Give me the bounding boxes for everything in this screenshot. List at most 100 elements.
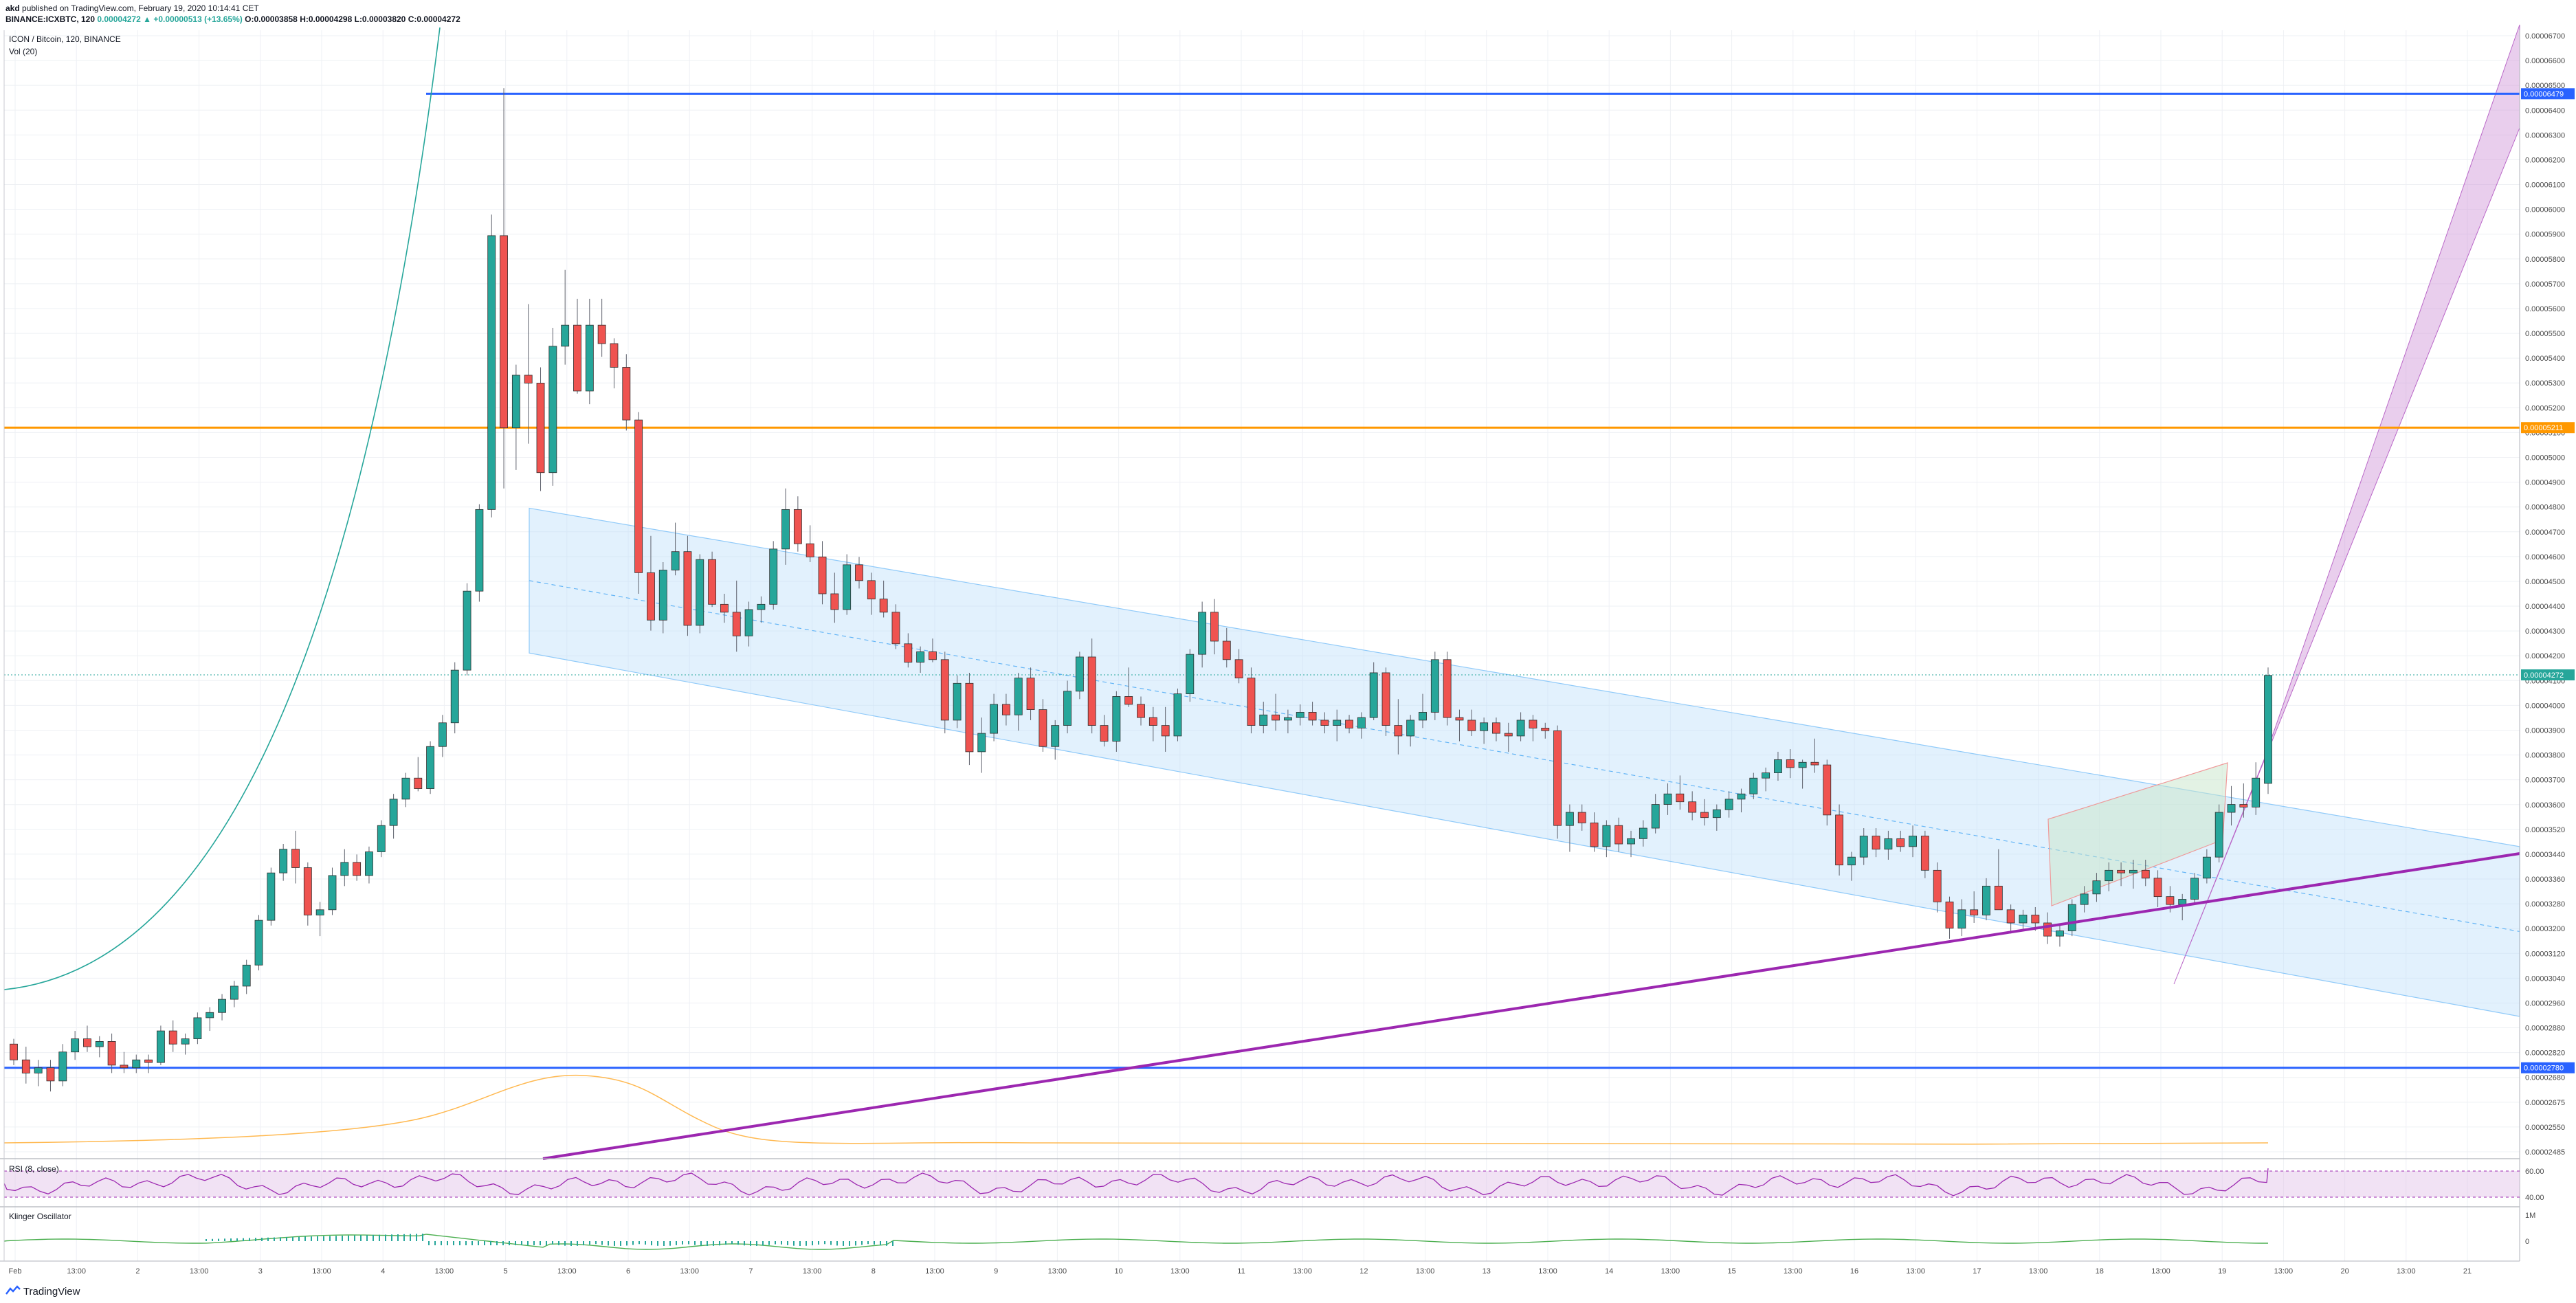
- klinger-pane[interactable]: 1M 0: [3, 1212, 2535, 1250]
- candle-bullish: [254, 920, 263, 966]
- candlestick-series[interactable]: [10, 88, 2272, 1092]
- candle-bearish: [647, 572, 655, 621]
- time-tick-label: 8: [871, 1267, 876, 1276]
- time-tick-label: 5: [504, 1267, 508, 1276]
- candle-bullish: [377, 825, 386, 852]
- price-change: ▲ +0.00000513 (+13.65%): [143, 14, 243, 24]
- price-tick-label: 0.00005900: [2525, 231, 2565, 239]
- candle-bullish: [1957, 909, 1966, 929]
- ohlc-line: BINANCE:ICXBTC, 120 0.00004272 ▲ +0.0000…: [5, 14, 460, 25]
- time-tick-label: 4: [381, 1267, 385, 1276]
- candle-bullish: [365, 851, 373, 876]
- candle-bullish: [267, 872, 276, 921]
- candle-bearish: [2166, 896, 2175, 905]
- symbol-info: BINANCE:ICXBTC, 120: [5, 14, 96, 24]
- price-tick-label: 0.00003900: [2525, 726, 2565, 735]
- candle-bearish: [2239, 804, 2248, 808]
- time-tick-label: 13:00: [1906, 1267, 1925, 1276]
- candle-bearish: [1087, 656, 1096, 726]
- time-tick-label: 13:00: [925, 1267, 944, 1276]
- volume-legend[interactable]: Vol (20): [9, 47, 38, 56]
- candle-bearish: [144, 1059, 153, 1063]
- rsi-legend[interactable]: RSI (8, close): [9, 1164, 59, 1174]
- time-tick-label: 13:00: [2397, 1267, 2416, 1276]
- price-tick-label: 0.00005800: [2525, 256, 2565, 264]
- candle-bullish: [1075, 656, 1084, 692]
- candle-bearish: [1529, 720, 1537, 728]
- candle-bearish: [291, 849, 300, 868]
- tradingview-footer[interactable]: TradingView: [5, 1285, 80, 1298]
- candle-bearish: [879, 599, 888, 613]
- publisher-name[interactable]: akd: [5, 3, 20, 13]
- candle-bullish: [450, 669, 459, 724]
- candle-bearish: [168, 1030, 177, 1045]
- time-tick-label: 13:00: [190, 1267, 209, 1276]
- klinger-legend[interactable]: Klinger Oscillator: [9, 1212, 71, 1221]
- candle-bearish: [1676, 793, 1685, 803]
- candle-bearish: [1945, 901, 1954, 929]
- time-tick-label: 12: [1359, 1267, 1368, 1276]
- time-tick-label: 13:00: [2029, 1267, 2048, 1276]
- klinger-tick-label: 0: [2525, 1238, 2529, 1246]
- candle-bullish: [2056, 931, 2064, 937]
- price-tick-label: 0.00004200: [2525, 652, 2565, 660]
- candle-bullish: [1982, 885, 1990, 915]
- price-tick-label: 0.00003520: [2525, 826, 2565, 834]
- pane-borders: [0, 30, 2520, 1261]
- candle-bullish: [2105, 869, 2113, 882]
- candle-bearish: [940, 659, 949, 721]
- candle-bearish: [1100, 725, 1109, 742]
- candle-bullish: [781, 509, 790, 550]
- candle-bullish: [916, 651, 925, 663]
- grid-lines: [4, 30, 2520, 1261]
- candle-bearish: [414, 777, 423, 789]
- candle-bullish: [426, 746, 435, 789]
- price-tick-label: 0.00005000: [2525, 454, 2565, 463]
- time-tick-label: 19: [2218, 1267, 2226, 1276]
- candle-bearish: [1161, 725, 1170, 737]
- price-axis[interactable]: 0.00006700 0.00006600 0.00006500 0.00006400…: [2519, 30, 2575, 1261]
- candle-bullish: [242, 964, 251, 987]
- candle-bearish: [500, 235, 508, 428]
- candle-bullish: [1762, 772, 1770, 779]
- price-tag-box: [2521, 88, 2575, 100]
- candle-bearish: [708, 559, 717, 605]
- candle-bearish: [353, 862, 362, 876]
- price-tick-label: 0.00003600: [2525, 801, 2565, 810]
- price-tick-label: 0.00004700: [2525, 528, 2565, 537]
- time-tick-label: 13:00: [435, 1267, 454, 1276]
- candle-bearish: [1994, 885, 2003, 911]
- candle-bullish: [1186, 654, 1195, 695]
- candle-bullish: [2019, 915, 2028, 924]
- main-legend-title[interactable]: ICON / Bitcoin, 120, BINANCE: [9, 34, 121, 44]
- candle-bullish: [2080, 893, 2089, 905]
- time-tick-label: 13:00: [67, 1267, 86, 1276]
- candle-bearish: [1541, 728, 1550, 731]
- candle-bullish: [1749, 777, 1758, 794]
- candle-bullish: [279, 849, 288, 873]
- price-tag-box: [2521, 422, 2575, 434]
- candle-bullish: [843, 564, 852, 610]
- candle-bearish: [1137, 704, 1145, 718]
- candle-bearish: [2117, 869, 2126, 873]
- candle-bullish: [2190, 878, 2199, 900]
- time-axis[interactable]: Feb 13:00 2 13:00 3 13:00 4 13:00 5 13:00 6 13:00 7 1…: [0, 1260, 2520, 1276]
- rsi-pane[interactable]: 60.00 40.00: [3, 1168, 2544, 1202]
- candle-bullish: [990, 704, 999, 734]
- klinger-line: [3, 1234, 2268, 1250]
- candle-bullish: [1663, 793, 1672, 805]
- time-tick-label: 6: [626, 1267, 630, 1276]
- candle-bullish: [953, 682, 962, 721]
- price-tick-label: 0.00002550: [2525, 1124, 2565, 1132]
- candle-bearish: [10, 1043, 18, 1060]
- candle-bullish: [1909, 836, 1917, 847]
- candle-bearish: [1896, 838, 1905, 847]
- candle-bullish: [1419, 712, 1427, 721]
- price-tick-label: 0.00002820: [2525, 1049, 2565, 1058]
- price-tick-label: 0.00006400: [2525, 107, 2565, 115]
- candle-bearish: [904, 643, 913, 663]
- candle-bullish: [230, 985, 238, 1000]
- candle-bearish: [573, 324, 581, 392]
- candle-bullish: [401, 777, 410, 800]
